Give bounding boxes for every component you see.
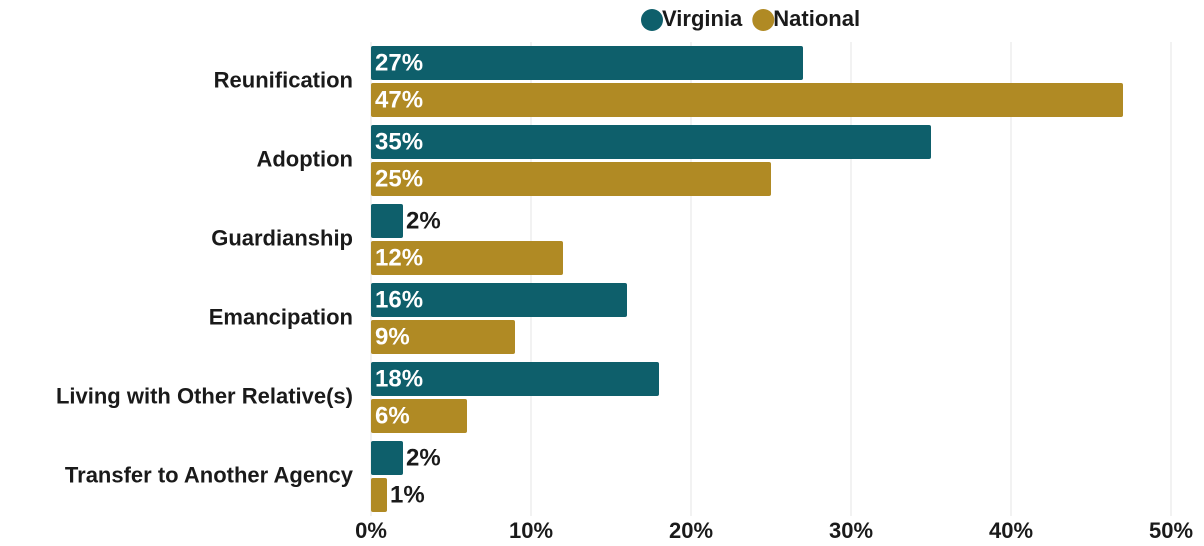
- category-label: Emancipation: [209, 304, 353, 329]
- x-tick-label: 0%: [355, 518, 387, 543]
- category-label: Transfer to Another Agency: [65, 462, 354, 487]
- bar: [371, 478, 387, 512]
- data-label: 16%: [375, 286, 423, 313]
- bar: [371, 399, 467, 433]
- bar: [371, 162, 771, 196]
- data-label: 12%: [375, 244, 423, 271]
- legend-marker: [641, 9, 663, 31]
- data-label: 1%: [390, 481, 425, 508]
- category-label: Reunification: [214, 67, 353, 92]
- bar: [371, 83, 1123, 117]
- bar: [371, 46, 803, 80]
- bar: [371, 241, 563, 275]
- legend-label: Virginia: [662, 6, 743, 31]
- category-label: Adoption: [256, 146, 353, 171]
- data-label: 27%: [375, 49, 423, 76]
- x-tick-label: 10%: [509, 518, 553, 543]
- legend-marker: [752, 9, 775, 31]
- data-label: 2%: [406, 444, 441, 471]
- x-tick-label: 50%: [1149, 518, 1193, 543]
- x-tick-label: 30%: [829, 518, 873, 543]
- x-tick-label: 40%: [989, 518, 1033, 543]
- bar: [371, 204, 403, 238]
- legend-label: National: [773, 6, 860, 31]
- data-label: 47%: [375, 86, 423, 113]
- x-tick-label: 20%: [669, 518, 713, 543]
- data-label: 6%: [375, 402, 410, 429]
- category-label: Living with Other Relative(s): [56, 383, 353, 408]
- data-label: 25%: [375, 165, 423, 192]
- bar: [371, 125, 931, 159]
- category-label: Guardianship: [211, 225, 353, 250]
- data-label: 9%: [375, 323, 410, 350]
- bar: [371, 441, 403, 475]
- bar: [371, 362, 659, 396]
- bar: [371, 320, 515, 354]
- data-label: 18%: [375, 365, 423, 392]
- data-label: 35%: [375, 128, 423, 155]
- bar: [371, 283, 627, 317]
- data-label: 2%: [406, 207, 441, 234]
